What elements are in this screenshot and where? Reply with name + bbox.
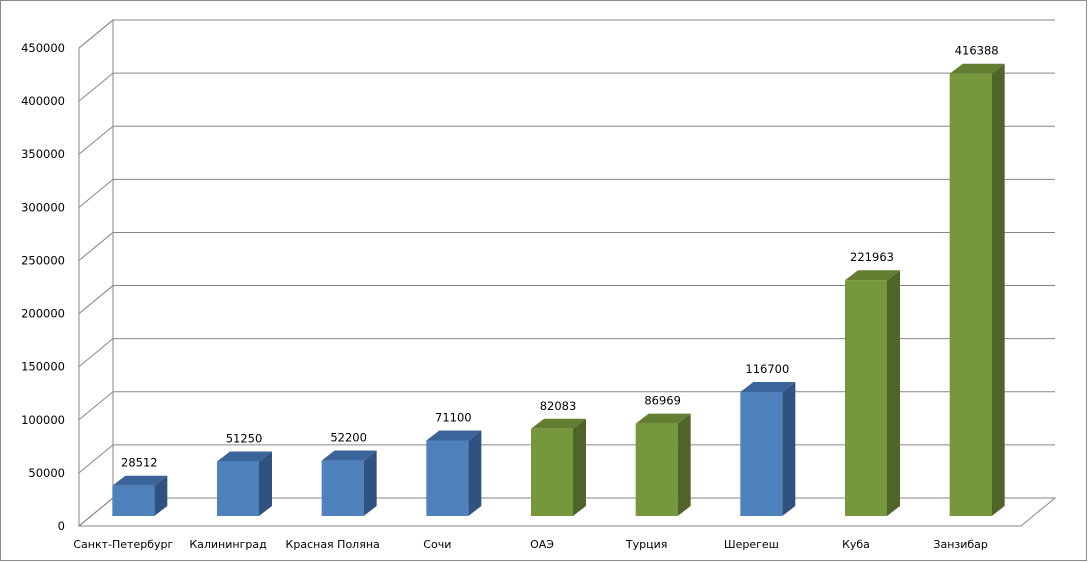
gridline-side <box>78 232 114 261</box>
data-label: 51250 <box>226 432 263 446</box>
bar <box>217 451 272 516</box>
bar-front <box>845 280 887 516</box>
gridline-side <box>78 19 114 49</box>
x-tick-label: ОАЭ <box>530 538 554 551</box>
bar-top <box>949 63 1005 74</box>
bar-top <box>426 430 482 441</box>
bar-side <box>782 382 796 516</box>
bar-front <box>217 461 259 516</box>
data-labels: 28512 51250 52200 71100 82083 86969 116700 2219… <box>121 44 999 470</box>
bar <box>740 382 796 516</box>
data-label: 86969 <box>644 394 681 408</box>
side-wall <box>78 18 114 528</box>
y-tick-label: 100000 <box>21 413 65 427</box>
bar <box>531 418 586 516</box>
data-label: 416388 <box>955 44 999 58</box>
y-tick-label: 0 <box>58 519 65 533</box>
bar-side <box>887 270 900 516</box>
bar-top <box>531 418 586 429</box>
gridline-side <box>78 497 114 527</box>
bar <box>949 63 1005 516</box>
data-label: 82083 <box>540 399 577 413</box>
bars <box>112 63 1005 516</box>
bar-front <box>321 460 364 516</box>
bar-top <box>740 382 796 393</box>
bar-top <box>845 270 900 281</box>
bar-front <box>949 73 992 516</box>
x-axis-tick-labels: Санкт-Петербург Калининград Красная Поляна… <box>73 538 988 551</box>
x-tick-label: Санкт-Петербург <box>73 538 173 551</box>
y-axis-tick-labels: 0 50000 100000 150000 200000 250000 300000 3500… <box>21 41 65 533</box>
bar-front <box>426 440 469 516</box>
bar-side <box>677 413 691 516</box>
gridline-side <box>78 285 114 314</box>
gridline-side <box>78 338 114 368</box>
y-tick-label: 450000 <box>21 41 65 55</box>
bar-front <box>112 485 155 516</box>
y-tick-label: 50000 <box>28 466 65 480</box>
bar-top <box>635 413 691 424</box>
y-tick-label: 350000 <box>21 147 65 161</box>
gridline-side <box>78 391 114 421</box>
y-tick-label: 400000 <box>21 94 65 108</box>
bar-front <box>740 392 783 516</box>
bar <box>635 413 691 516</box>
x-tick-label: Шерегеш <box>724 538 779 551</box>
y-tick-label: 200000 <box>21 307 65 321</box>
data-label: 221963 <box>850 250 894 264</box>
bar <box>112 475 168 516</box>
data-label: 71100 <box>435 410 472 424</box>
bar-top <box>217 451 272 462</box>
bar-side <box>363 450 377 516</box>
bar-top <box>112 475 168 486</box>
gridline-side <box>78 125 114 155</box>
y-tick-label: 300000 <box>21 200 65 214</box>
bar-side <box>573 418 586 516</box>
bar <box>845 270 900 516</box>
data-label: 28512 <box>121 456 158 470</box>
gridline-side <box>78 178 114 208</box>
bar-side <box>991 63 1005 516</box>
data-label: 116700 <box>745 362 789 376</box>
x-tick-label: Занзибар <box>933 538 988 551</box>
gridline-side <box>78 444 114 474</box>
data-label: 52200 <box>330 431 367 445</box>
bar-front <box>635 423 678 516</box>
bar-front <box>531 428 573 516</box>
bar-side <box>259 451 272 516</box>
x-tick-label: Турция <box>625 538 667 551</box>
bar-side <box>468 430 482 516</box>
y-tick-label: 150000 <box>21 360 65 374</box>
bar <box>426 430 482 516</box>
bar-side <box>154 475 168 516</box>
x-tick-label: Красная Поляна <box>286 538 380 551</box>
x-tick-label: Сочи <box>423 538 451 551</box>
bar-top <box>321 450 377 461</box>
y-tick-label: 250000 <box>21 253 65 267</box>
bar <box>321 450 377 516</box>
gridline-side <box>78 72 114 102</box>
x-tick-label: Куба <box>842 538 870 551</box>
x-tick-label: Калининград <box>189 538 267 551</box>
